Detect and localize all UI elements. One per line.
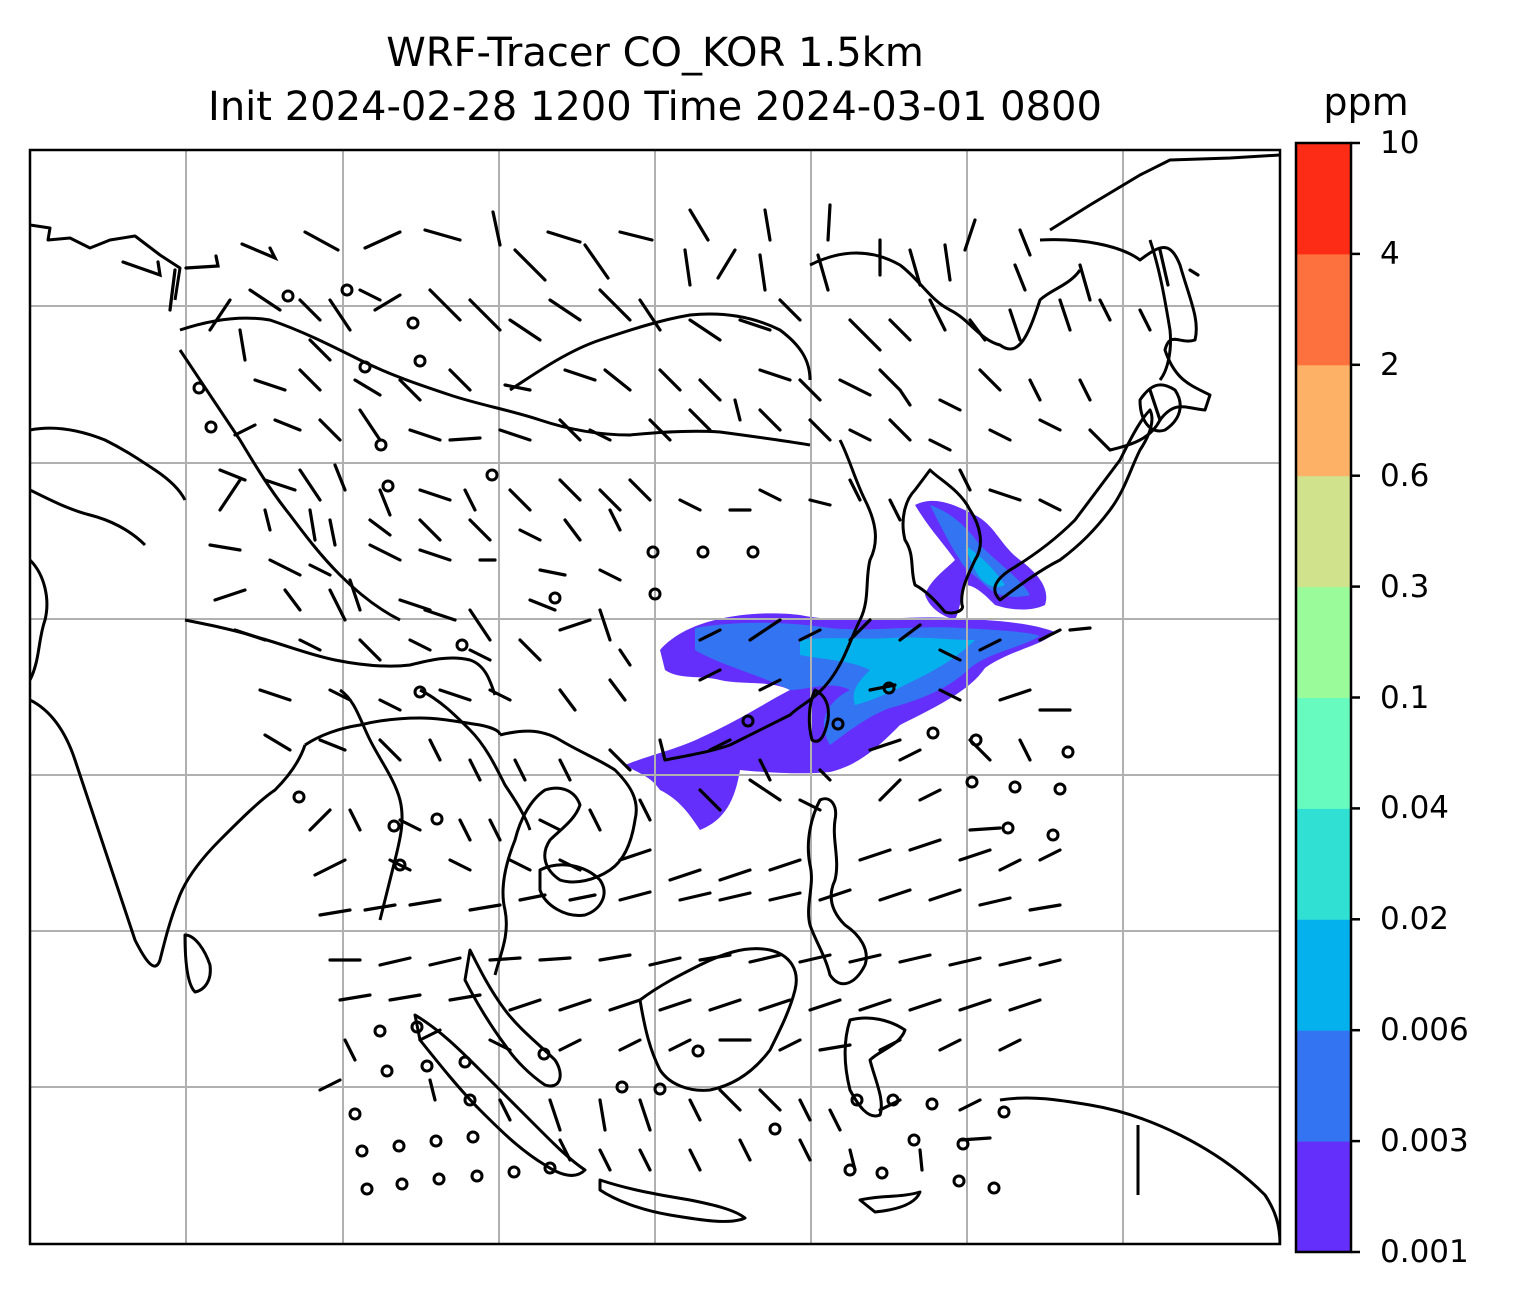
colorbar-tick-label: 0.001 bbox=[1380, 1234, 1469, 1270]
coast-korea bbox=[901, 468, 982, 615]
map-panel bbox=[30, 150, 1280, 1244]
colorbar-tick-label: 4 bbox=[1380, 235, 1400, 272]
coast-india bbox=[30, 558, 307, 968]
map-frame bbox=[28, 148, 1282, 1246]
coast-srilanka bbox=[183, 933, 212, 994]
border-china-north bbox=[509, 312, 812, 392]
colorbar-unit-label: ppm bbox=[1323, 80, 1409, 124]
coast-sulawesi bbox=[843, 1016, 907, 1118]
border-central-asia bbox=[30, 426, 187, 547]
colorbar-tick-label: 2 bbox=[1380, 346, 1400, 383]
colorbar-segment bbox=[1296, 475, 1351, 588]
coast-sakhalin bbox=[1148, 239, 1172, 381]
border-sea bbox=[339, 688, 404, 921]
map-title-line2: Init 2024-02-28 1200 Time 2024-03-01 080… bbox=[208, 84, 1102, 130]
colorbar-segment bbox=[1296, 143, 1351, 255]
calm-wind-markers bbox=[192, 283, 1075, 1196]
colorbar-segment bbox=[1296, 253, 1351, 366]
coastlines bbox=[30, 153, 1280, 1244]
colorbar-segment bbox=[1296, 1030, 1351, 1142]
plume-north-peak bbox=[965, 545, 1005, 587]
colorbar-segment bbox=[1296, 1141, 1351, 1253]
coast-borneo bbox=[638, 947, 798, 1092]
colorbar-segment bbox=[1296, 808, 1351, 920]
colorbar-tick-label: 0.6 bbox=[1380, 457, 1430, 494]
coast-russia-east bbox=[1049, 153, 1280, 232]
coast-indochina bbox=[493, 729, 638, 976]
colorbar-tick-label: 0.3 bbox=[1380, 568, 1430, 605]
coast-north bbox=[30, 223, 182, 301]
coast-china-east bbox=[664, 439, 877, 762]
coast-malay bbox=[463, 948, 562, 1088]
coast-timor bbox=[858, 1190, 922, 1214]
colorbar-tick-label: 0.006 bbox=[1380, 1012, 1469, 1049]
coast-new-guinea bbox=[999, 1096, 1280, 1244]
border-mongolia bbox=[179, 316, 811, 447]
colorbar-tick-label: 0.04 bbox=[1380, 790, 1450, 827]
coast-bay-bengal bbox=[304, 716, 502, 747]
wind-barbs bbox=[121, 203, 1200, 1172]
border-laos-vietnam bbox=[419, 688, 532, 831]
map-title-line1: WRF-Tracer CO_KOR 1.5km bbox=[386, 30, 924, 76]
coast-taiwan bbox=[807, 688, 830, 743]
colorbar-tick-label: 0.02 bbox=[1380, 901, 1450, 938]
colorbar bbox=[1294, 141, 1360, 1254]
coast-manchuria bbox=[809, 251, 1082, 351]
coast-java bbox=[598, 1178, 747, 1223]
coast-sumatra bbox=[413, 1013, 587, 1177]
colorbar-segment bbox=[1296, 919, 1351, 1031]
colorbar-segment bbox=[1296, 586, 1351, 698]
colorbar-tick-label: 10 bbox=[1380, 125, 1420, 161]
coast-hokkaido bbox=[1138, 383, 1182, 433]
colorbar-tick-label: 0.003 bbox=[1380, 1123, 1469, 1160]
colorbar-segment bbox=[1296, 364, 1351, 477]
colorbar-tick-label: 0.1 bbox=[1380, 679, 1430, 716]
coast-okhotsk bbox=[1039, 238, 1212, 452]
coast-philippines bbox=[806, 797, 868, 986]
colorbar-segment bbox=[1296, 697, 1351, 809]
coast-japan-honshu bbox=[993, 408, 1154, 602]
